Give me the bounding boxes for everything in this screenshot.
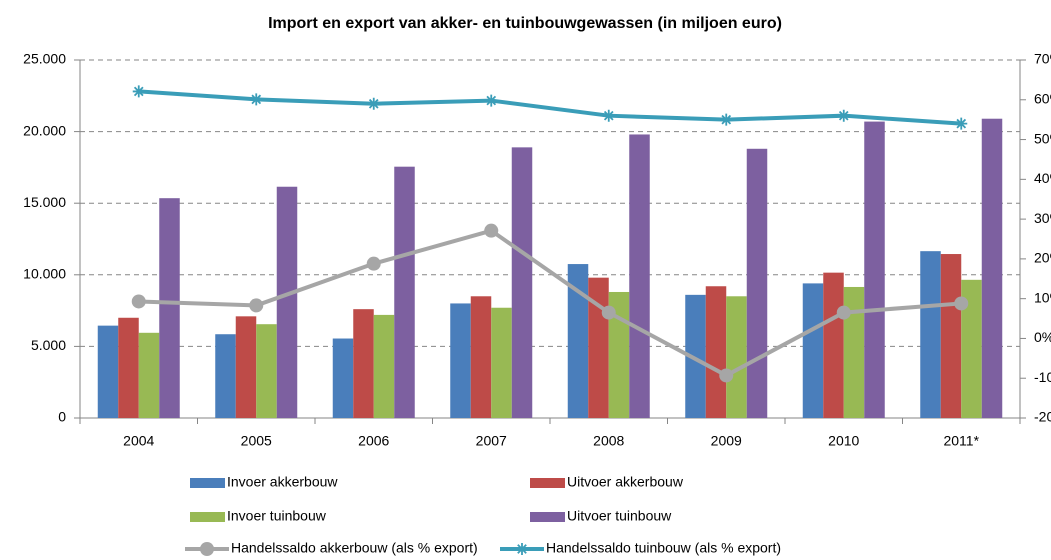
legend-label: Invoer tuinbouw <box>227 508 327 524</box>
bar <box>920 251 941 418</box>
legend-swatch <box>530 478 565 488</box>
bar <box>843 286 865 418</box>
point <box>484 223 499 238</box>
bar <box>726 296 747 418</box>
y-tick-label: 15.000 <box>23 194 66 210</box>
point <box>516 543 528 555</box>
bar <box>450 303 471 418</box>
y2-tick-label: 10% <box>1034 289 1051 305</box>
point <box>836 305 851 320</box>
point <box>131 294 146 309</box>
line <box>138 89 962 126</box>
bar <box>802 283 824 418</box>
x-tick-label: 2008 <box>593 433 624 449</box>
point <box>367 97 380 110</box>
bar <box>470 296 492 418</box>
legend-label: Uitvoer tuinbouw <box>567 508 672 524</box>
bar <box>235 316 257 418</box>
bar <box>159 198 180 418</box>
y2-tick-label: 60% <box>1034 90 1051 106</box>
point <box>200 542 214 556</box>
bar <box>373 314 395 418</box>
legend-label: Handelssaldo tuinbouw (als % export) <box>546 540 781 556</box>
y2-tick-label: -10% <box>1034 369 1051 385</box>
point <box>602 109 615 122</box>
bar <box>864 121 885 419</box>
point <box>250 93 263 106</box>
point <box>955 117 968 130</box>
y-tick-label: 0 <box>58 409 66 425</box>
y2-tick-label: -20% <box>1034 409 1051 425</box>
x-tick-label: 2005 <box>241 433 272 449</box>
y2-tick-label: 70% <box>1034 51 1051 67</box>
point <box>837 109 850 122</box>
y-tick-label: 5.000 <box>31 337 66 353</box>
bar <box>940 254 962 418</box>
bar <box>629 134 650 419</box>
y2-tick-label: 0% <box>1034 329 1051 345</box>
y-tick-label: 10.000 <box>23 266 66 282</box>
x-tick-label: 2009 <box>711 433 742 449</box>
bar <box>961 279 982 418</box>
bar <box>567 264 589 418</box>
bar <box>276 186 298 418</box>
bar <box>981 118 1003 418</box>
bar <box>746 148 768 418</box>
bar <box>215 334 236 418</box>
x-tick-label: 2011* <box>943 433 979 449</box>
point <box>249 298 264 313</box>
legend-swatch <box>530 512 565 522</box>
point <box>601 305 616 320</box>
legend-swatch <box>190 512 225 522</box>
point <box>485 94 498 107</box>
bar <box>118 317 139 418</box>
legend-label: Invoer akkerbouw <box>227 474 338 490</box>
x-tick-label: 2006 <box>358 433 389 449</box>
bar <box>608 291 630 418</box>
bar <box>256 324 277 418</box>
point <box>132 85 145 98</box>
y2-tick-label: 30% <box>1034 210 1051 226</box>
y-tick-label: 20.000 <box>23 122 66 138</box>
x-tick-label: 2007 <box>476 433 507 449</box>
legend-label: Uitvoer akkerbouw <box>567 474 684 490</box>
line <box>138 228 962 378</box>
bar <box>138 332 160 418</box>
y-tick-label: 25.000 <box>23 51 66 67</box>
point <box>954 296 969 311</box>
bar <box>353 309 374 418</box>
bar <box>491 307 512 418</box>
legend-label: Handelssaldo akkerbouw (als % export) <box>231 540 478 556</box>
bar <box>685 294 706 418</box>
chart-title: Import en export van akker- en tuinbouwg… <box>268 15 782 32</box>
point <box>366 256 381 271</box>
point <box>719 368 734 383</box>
point <box>720 113 733 126</box>
x-tick-label: 2010 <box>828 433 859 449</box>
bar <box>823 272 844 418</box>
bar <box>394 166 415 418</box>
legend-swatch <box>190 478 225 488</box>
x-tick-label: 2004 <box>123 433 154 449</box>
bar <box>97 325 119 418</box>
bar <box>332 338 354 418</box>
y2-tick-label: 20% <box>1034 250 1051 266</box>
bar <box>511 147 533 419</box>
y2-tick-label: 50% <box>1034 130 1051 146</box>
y2-tick-label: 40% <box>1034 170 1051 186</box>
bar <box>705 286 727 418</box>
